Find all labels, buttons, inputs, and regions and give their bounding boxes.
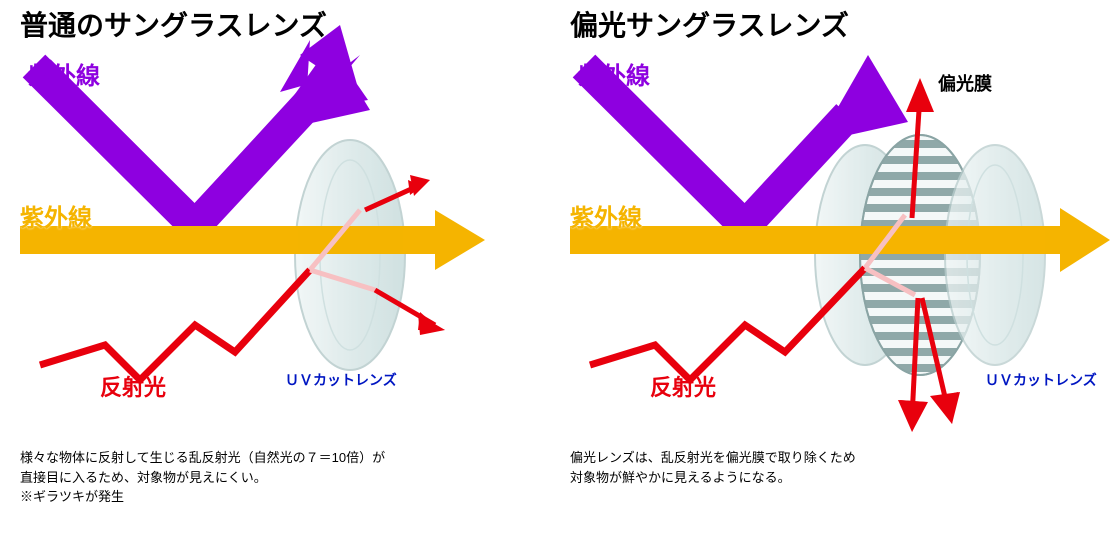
left-desc: 様々な物体に反射して生じる乱反射光（自然光の７＝10倍）が 直接目に入るため、対… xyxy=(20,448,385,507)
lens2-ellipse xyxy=(945,145,1045,365)
yellow-through-film xyxy=(820,226,1045,254)
yellow-head-r xyxy=(1060,208,1110,272)
reflect-label: 反射光 xyxy=(100,370,166,402)
uv-lens-label-r: ＵＶカットレンズ xyxy=(985,370,1097,390)
left-panel: 普通のサングラスレンズ xyxy=(20,0,560,538)
uv-horiz-label: 紫外線 xyxy=(20,198,92,233)
uv-diag-label-r: 紫外線 xyxy=(578,56,650,91)
uv-horiz-label-r: 紫外線 xyxy=(570,198,642,233)
reflect-label-r: 反射光 xyxy=(650,370,716,402)
yellow-through-lens xyxy=(298,226,403,254)
desc-line-1: 様々な物体に反射して生じる乱反射光（自然光の７＝10倍）が xyxy=(20,448,385,468)
film-label: 偏光膜 xyxy=(938,70,992,96)
right-desc: 偏光レンズは、乱反射光を偏光膜で取り除くため 対象物が鮮やかに見えるようになる。 xyxy=(570,448,856,487)
red-zigzag xyxy=(40,270,310,380)
uv-lens-label: ＵＶカットレンズ xyxy=(285,370,397,390)
uv-diag-label: 紫外線 xyxy=(28,56,100,91)
desc-line-2: 直接目に入るため、対象物が見えにくい。 xyxy=(20,468,385,488)
yellow-head xyxy=(435,210,485,270)
uv-diag-arrowhead-r xyxy=(818,55,908,142)
right-panel: 偏光サングラスレンズ xyxy=(570,0,1110,538)
desc-line-3: ※ギラツキが発生 xyxy=(20,487,385,507)
desc-line-2-r: 対象物が鮮やかに見えるようになる。 xyxy=(570,468,856,488)
lens-ellipse xyxy=(295,140,405,370)
desc-line-1-r: 偏光レンズは、乱反射光を偏光膜で取り除くため xyxy=(570,448,856,468)
